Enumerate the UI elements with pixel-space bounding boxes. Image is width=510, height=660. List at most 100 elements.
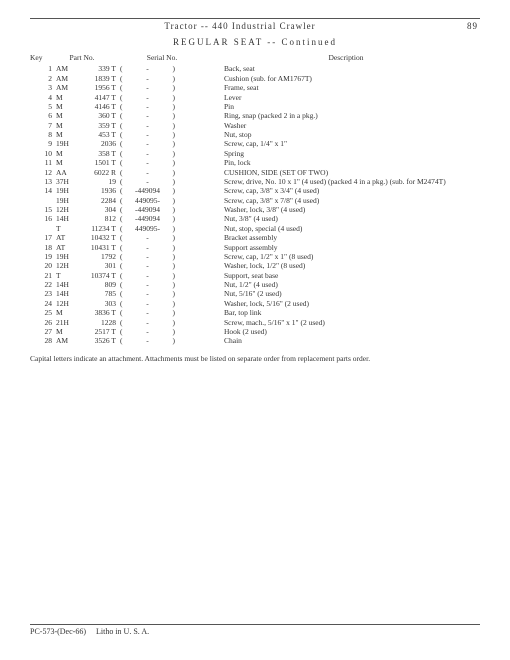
cell-serial: (-) (120, 102, 220, 111)
cell-key: 14 (30, 186, 56, 195)
cell-description: Support assembly (220, 243, 480, 252)
table-row: 17AT10432 T(-)Bracket assembly (30, 233, 480, 242)
cell-description: Nut, stop (220, 130, 480, 139)
cell-prefix: 12H (56, 261, 78, 270)
cell-serial: (-) (120, 261, 220, 270)
cell-key: 6 (30, 111, 56, 120)
header-description: Description (212, 53, 480, 62)
header-partno: Part No. (52, 53, 112, 62)
footnote: Capital letters indicate an attachment. … (30, 354, 480, 363)
cell-serial: (-) (120, 336, 220, 345)
cell-partno: 301 (78, 261, 120, 270)
cell-prefix: M (56, 102, 78, 111)
table-row: 11M1501 T(-)Pin, lock (30, 158, 480, 167)
cell-partno: 453 T (78, 130, 120, 139)
cell-serial: (-) (120, 308, 220, 317)
table-row: 2621H1228(-)Screw, mach., 5/16" x 1" (2 … (30, 318, 480, 327)
cell-key: 3 (30, 83, 56, 92)
table-row: 1AM339 T(-)Back, seat (30, 64, 480, 73)
table-row: 2412H303(-)Washer, lock, 5/16" (2 used) (30, 299, 480, 308)
cell-partno: 6022 R (78, 168, 120, 177)
table-row: 4M4147 T(-)Lever (30, 93, 480, 102)
table-row: 18AT10431 T(-)Support assembly (30, 243, 480, 252)
table-row: 919H2036(-)Screw, cap, 1/4" x 1" (30, 139, 480, 148)
cell-partno: 1228 (78, 318, 120, 327)
table-row: 12AA6022 R(-)CUSHION, SIDE (SET OF TWO) (30, 168, 480, 177)
cell-serial: ( -449094) (120, 205, 220, 214)
cell-partno: 303 (78, 299, 120, 308)
cell-partno: 3836 T (78, 308, 120, 317)
cell-description: Ring, snap (packed 2 in a pkg.) (220, 111, 480, 120)
rule-top (30, 18, 480, 19)
cell-description: Spring (220, 149, 480, 158)
cell-prefix: M (56, 93, 78, 102)
cell-key: 7 (30, 121, 56, 130)
cell-serial: (-) (120, 121, 220, 130)
cell-partno: 10374 T (78, 271, 120, 280)
section-title: REGULAR SEAT -- Continued (30, 37, 480, 47)
table-row: 1512H304( -449094)Washer, lock, 3/8" (4 … (30, 205, 480, 214)
cell-description: Pin (220, 102, 480, 111)
cell-serial: (-) (120, 111, 220, 120)
cell-prefix: AM (56, 83, 78, 92)
cell-key: 24 (30, 299, 56, 308)
cell-serial: (-) (120, 243, 220, 252)
cell-key: 13 (30, 177, 56, 186)
cell-serial: (449095- ) (120, 196, 220, 205)
parts-table: 1AM339 T(-)Back, seat2AM1839 T(-)Cushion… (30, 64, 480, 345)
cell-partno: 4147 T (78, 93, 120, 102)
cell-key: 25 (30, 308, 56, 317)
header-key: Key (30, 53, 52, 62)
cell-description: Washer (220, 121, 480, 130)
table-row: 2214H809(-)Nut, 1/2" (4 used) (30, 280, 480, 289)
cell-serial: (-) (120, 252, 220, 261)
cell-description: Back, seat (220, 64, 480, 73)
cell-key: 4 (30, 93, 56, 102)
cell-partno: 11234 T (78, 224, 120, 233)
cell-prefix: 37H (56, 177, 78, 186)
cell-partno: 339 T (78, 64, 120, 73)
cell-description: Frame, seat (220, 83, 480, 92)
table-row: 7M359 T(-)Washer (30, 121, 480, 130)
cell-prefix: 14H (56, 289, 78, 298)
table-row: 2012H301(-)Washer, lock, 1/2" (8 used) (30, 261, 480, 270)
cell-description: Nut, 1/2" (4 used) (220, 280, 480, 289)
cell-serial: (-) (120, 168, 220, 177)
table-row: 1919H1792(-)Screw, cap, 1/2" x 1" (8 use… (30, 252, 480, 261)
cell-serial: (-) (120, 289, 220, 298)
cell-prefix: AM (56, 336, 78, 345)
cell-description: Nut, stop, special (4 used) (220, 224, 480, 233)
page-header: Tractor -- 440 Industrial Crawler 89 (30, 21, 480, 31)
cell-partno: 4146 T (78, 102, 120, 111)
cell-key (30, 224, 56, 233)
cell-prefix: T (56, 271, 78, 280)
cell-serial: (-) (120, 318, 220, 327)
cell-key: 17 (30, 233, 56, 242)
table-row: 2AM1839 T(-)Cushion (sub. for AM1767T) (30, 74, 480, 83)
cell-prefix: AT (56, 243, 78, 252)
cell-key: 15 (30, 205, 56, 214)
cell-description: CUSHION, SIDE (SET OF TWO) (220, 168, 480, 177)
cell-serial: (-) (120, 74, 220, 83)
cell-partno: 359 T (78, 121, 120, 130)
table-row: T11234 T(449095- )Nut, stop, special (4 … (30, 224, 480, 233)
cell-serial: (-) (120, 233, 220, 242)
table-row: 21T10374 T(-)Support, seat base (30, 271, 480, 280)
table-row: 5M4146 T(-)Pin (30, 102, 480, 111)
cell-partno: 1792 (78, 252, 120, 261)
cell-serial: (-) (120, 158, 220, 167)
cell-prefix: M (56, 158, 78, 167)
cell-key: 27 (30, 327, 56, 336)
table-row: 1614H812( -449094)Nut, 3/8" (4 used) (30, 214, 480, 223)
cell-prefix: M (56, 121, 78, 130)
cell-description: Screw, mach., 5/16" x 1" (2 used) (220, 318, 480, 327)
cell-partno: 19 (78, 177, 120, 186)
cell-key: 2 (30, 74, 56, 83)
cell-partno: 1839 T (78, 74, 120, 83)
cell-partno: 2517 T (78, 327, 120, 336)
cell-key: 8 (30, 130, 56, 139)
cell-description: Screw, cap, 3/8" x 7/8" (4 used) (220, 196, 480, 205)
table-row: 1337H19(-)Screw, drive, No. 10 x 1" (4 u… (30, 177, 480, 186)
cell-prefix: M (56, 130, 78, 139)
cell-prefix: 12H (56, 299, 78, 308)
